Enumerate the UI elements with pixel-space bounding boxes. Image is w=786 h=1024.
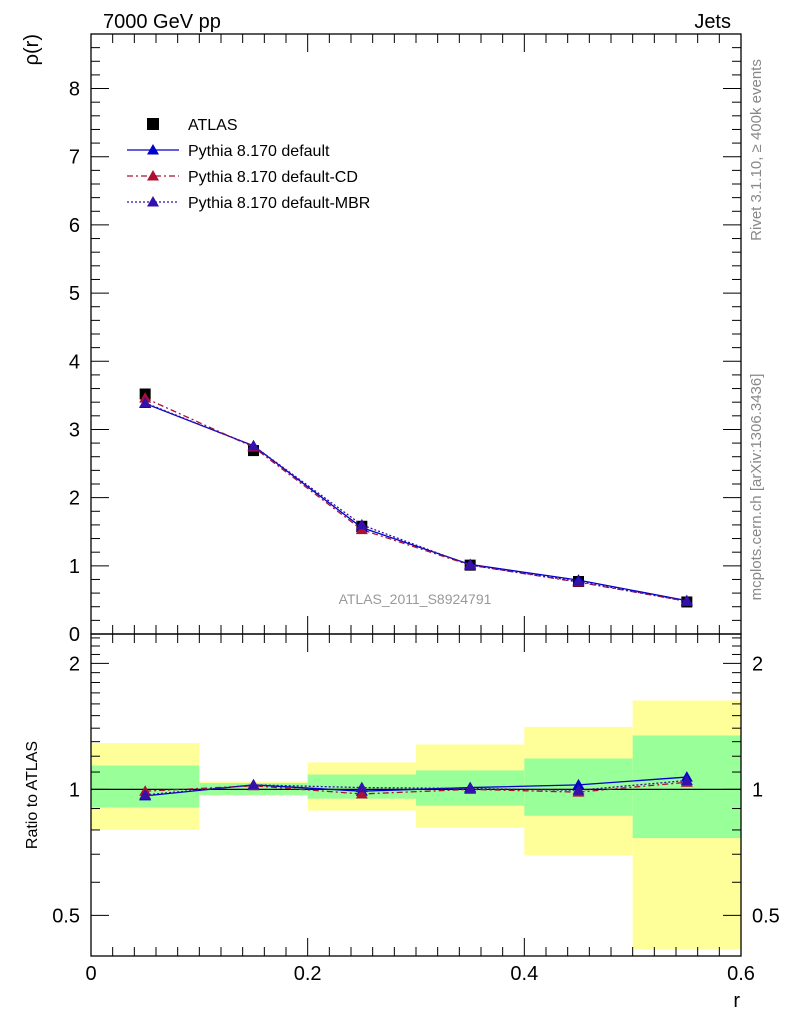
ratio-line-dashdot	[145, 781, 687, 795]
header-right: Jets	[694, 11, 731, 33]
main-y-tick-label: 6	[69, 215, 80, 237]
ratio-marker-dashdot	[355, 787, 368, 799]
legend-label: Pythia 8.170 default-CD	[188, 169, 358, 186]
ratio-marker-solid	[572, 778, 585, 790]
series-marker-dotted	[247, 439, 260, 451]
legend-label: ATLAS	[188, 117, 238, 134]
ratio-y-tick-label: 1	[69, 779, 80, 801]
rivet-label: Rivet 3.1.10, ≥ 400k events	[748, 59, 765, 241]
ratio-uncertainty-bands	[91, 700, 741, 950]
series-marker-dotted	[572, 575, 585, 586]
ratio-marker-dotted	[572, 784, 585, 795]
main-y-tick-label: 1	[69, 556, 80, 578]
legend-marker-atlas	[147, 118, 159, 130]
ratio-marker-dotted	[355, 781, 368, 793]
legend: ATLAS Pythia 8.170 default Pythia 8.170 de…	[127, 117, 370, 212]
legend-label: Pythia 8.170 default-MBR	[188, 195, 370, 212]
main-panel	[139, 388, 693, 608]
legend-marker-dotted	[147, 196, 159, 207]
main-y-tick-label: 2	[69, 488, 80, 510]
ratio-y-tick-label: 2	[69, 653, 80, 675]
ratio-marker-dotted	[680, 774, 693, 786]
watermark: ATLAS_2011_S8924791	[339, 591, 492, 607]
band-inner	[632, 735, 741, 839]
main-y-tick-label: 7	[69, 147, 80, 169]
main-ylabel: ρ(r)	[21, 34, 43, 65]
x-axis-label: r	[733, 990, 740, 1012]
ratio-ylabel: Ratio to ATLAS	[24, 741, 41, 849]
x-tick-label: 0.4	[510, 963, 538, 985]
ratio-marker-dotted	[464, 782, 477, 793]
series-marker-dotted	[680, 595, 693, 606]
main-y-tick-label: 8	[69, 79, 80, 101]
ratio-y-tick-label-right: 0.5	[752, 905, 780, 927]
ratio-y-tick-label-right: 1	[752, 779, 763, 801]
x-tick-label: 0	[85, 963, 96, 985]
ratio-marker-dotted	[139, 788, 152, 800]
x-tick-label: 0.2	[294, 963, 322, 985]
series-marker-dotted	[464, 559, 477, 570]
legend-marker-dashdot	[147, 170, 159, 181]
series-line-dashdot	[144, 397, 687, 602]
header-left: 7000 GeV pp	[103, 11, 221, 33]
legend-marker-solid	[147, 144, 159, 155]
ratio-y-tick-label-right: 2	[752, 653, 763, 675]
main-y-tick-label: 0	[69, 624, 80, 646]
series-line-dotted	[144, 402, 687, 602]
series-marker-dotted	[139, 396, 152, 408]
axes-frames: 0 1 2 3 4 5 6 7 8 0.5 0.5 1 1 2 2 0 0.2 0.4 0.6	[52, 33, 780, 985]
series-line-solid	[144, 402, 687, 602]
ratio-panel	[91, 771, 741, 801]
ratio-line-solid	[145, 776, 687, 797]
series-marker-dotted	[355, 518, 368, 530]
x-tick-label: 0.6	[727, 963, 755, 985]
ratio-y-tick-label: 0.5	[52, 905, 80, 927]
legend-label: Pythia 8.170 default	[188, 143, 330, 160]
mcplots-label: mcplots.cern.ch [arXiv:1306.3436]	[748, 374, 765, 601]
ratio-marker-dotted	[247, 778, 260, 790]
main-y-tick-label: 4	[69, 351, 80, 373]
main-y-tick-label: 3	[69, 419, 80, 441]
main-y-tick-label: 5	[69, 283, 80, 305]
